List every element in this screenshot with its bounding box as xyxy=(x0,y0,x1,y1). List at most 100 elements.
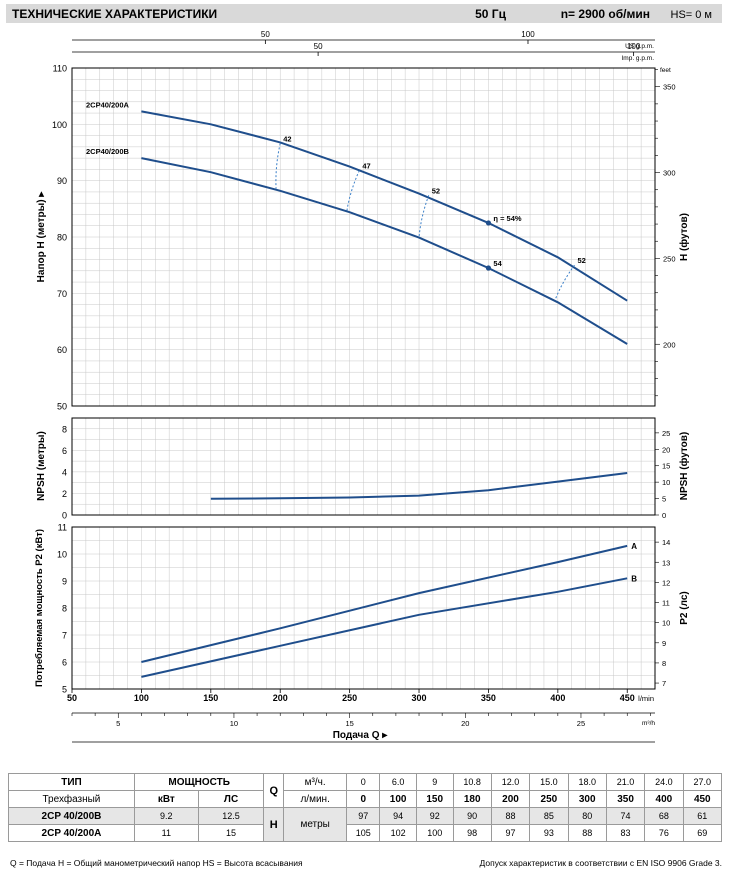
y-tick-label: 2 xyxy=(62,489,67,499)
y-tick-label: 8 xyxy=(62,424,67,434)
q-lmin-cell: 180 xyxy=(452,790,492,808)
hp-header: ЛС xyxy=(197,790,265,808)
power-curve-A xyxy=(141,544,628,663)
head-cell: 90 xyxy=(452,807,492,825)
q-m3h-cell: 0 xyxy=(346,773,381,791)
m3h-tick-label: 15 xyxy=(345,719,353,728)
head-cell: 76 xyxy=(644,824,684,842)
right-tick-label: 8 xyxy=(662,659,666,668)
q-lmin-cell: 400 xyxy=(644,790,684,808)
right-tick-label: 9 xyxy=(662,639,666,648)
m3h-tick-label: 10 xyxy=(230,719,238,728)
col-type-header: ТИП xyxy=(8,773,135,791)
right-axis-unit: feet xyxy=(660,67,671,74)
best-efficiency-point xyxy=(485,220,492,226)
head-cell: 102 xyxy=(379,824,417,842)
y-tick-label: 6 xyxy=(62,658,67,668)
row-kw: 9.2 xyxy=(133,807,199,825)
y-tick-label: 8 xyxy=(62,604,67,614)
q-lmin-cell: 100 xyxy=(379,790,417,808)
npsh-feet-axis-label: NPSH (футов) xyxy=(678,432,690,501)
x-tick-label: 450 xyxy=(620,693,635,703)
right-tick-label: 300 xyxy=(663,169,676,178)
q-unit-lmin: л/мин. xyxy=(283,790,348,808)
y-tick-label: 50 xyxy=(57,402,67,412)
y-tick-label: 5 xyxy=(62,685,67,695)
row-hp: 12.5 xyxy=(197,807,265,825)
header-bar xyxy=(6,4,722,23)
footer-legend: Q = Подача H = Общий манометрический нап… xyxy=(10,858,303,868)
npsh-curve xyxy=(210,472,628,500)
q-m3h-cell: 18.0 xyxy=(567,773,607,791)
right-tick-label: 12 xyxy=(662,578,670,587)
head-cell: 97 xyxy=(490,824,531,842)
head-cell: 97 xyxy=(346,807,381,825)
x-axis-title: Подача Q ▸ xyxy=(333,730,389,741)
right-tick-label: 13 xyxy=(662,558,670,567)
top-tick-label: 50 xyxy=(314,42,323,51)
y-tick-label: 90 xyxy=(57,176,67,186)
top-tick-label: 50 xyxy=(261,30,270,39)
head-cell: 69 xyxy=(682,824,723,842)
power-panel: 5 6 7 8 9 10 11 7 8 9 10 11 12 13 14 A B Потребляемая мощ… xyxy=(34,523,690,695)
row-type: 2CP 40/200A xyxy=(8,824,135,842)
m3h-tick-label: 5 xyxy=(116,719,120,728)
q-unit-m3h: м³/ч. xyxy=(283,773,348,791)
best-efficiency-point xyxy=(485,265,492,271)
q-m3h-cell: 9 xyxy=(415,773,454,791)
head-curve-A xyxy=(141,110,628,302)
q-lmin-cell: 300 xyxy=(567,790,607,808)
npsh-axis-label: NPSH (метры) xyxy=(36,431,47,501)
q-m3h-cell: 10.8 xyxy=(452,773,492,791)
q-lmin-cell: 0 xyxy=(346,790,381,808)
efficiency-label: 47 xyxy=(362,162,370,171)
y-tick-label: 11 xyxy=(58,523,67,533)
x-tick-label: 100 xyxy=(134,693,149,703)
spec-table: ТИП МОЩНОСТЬ Q м³/ч. 0 6.0 9 10.8 12.0 1… xyxy=(8,773,723,842)
efficiency-label: 42 xyxy=(283,134,291,143)
q-m3h-cell: 21.0 xyxy=(605,773,646,791)
m3h-tick-label: 25 xyxy=(577,719,585,728)
head-curve-label: 2CP40/200B xyxy=(86,147,130,156)
y-tick-label: 0 xyxy=(62,511,67,521)
head-cell: 83 xyxy=(605,824,646,842)
right-tick-label: 0 xyxy=(662,511,666,520)
x-tick-label: 200 xyxy=(273,693,288,703)
head-cell: 74 xyxy=(605,807,646,825)
head-cell: 92 xyxy=(415,807,454,825)
y-tick-label: 4 xyxy=(62,467,67,477)
right-tick-label: 200 xyxy=(663,340,676,349)
header-rpm: n= 2900 об/мин xyxy=(561,7,650,21)
head-cell: 105 xyxy=(346,824,381,842)
q-lmin-cell: 350 xyxy=(605,790,646,808)
npsh-panel: 0 2 4 6 8 0 5 10 15 20 25 NPSH (метры) NPSH (футов) xyxy=(36,417,690,521)
head-cell: 85 xyxy=(529,807,569,825)
right-tick-label: 7 xyxy=(662,679,666,688)
h-unit: метры xyxy=(283,807,348,842)
q-m3h-cell: 6.0 xyxy=(379,773,417,791)
right-tick-label: 25 xyxy=(662,429,670,438)
top-tick-label: 100 xyxy=(521,30,535,39)
header-frequency: 50 Гц xyxy=(475,7,506,21)
efficiency-iso-line xyxy=(346,170,360,212)
x-tick-label: 50 xyxy=(67,693,77,703)
x-tick-label: 300 xyxy=(412,693,427,703)
head-cell: 61 xyxy=(682,807,723,825)
phase-label: Трехфазный xyxy=(8,790,135,808)
y-tick-label: 7 xyxy=(62,631,67,641)
header-suction-height: HS= 0 м xyxy=(671,9,713,21)
head-cell: 93 xyxy=(529,824,569,842)
y-tick-label: 100 xyxy=(52,120,67,130)
efficiency-label: 52 xyxy=(432,186,440,195)
col-power-header: МОЩНОСТЬ xyxy=(133,773,265,791)
right-tick-label: 10 xyxy=(662,478,670,487)
y-tick-label: 10 xyxy=(57,550,67,560)
y-tick-label: 60 xyxy=(57,345,67,355)
header-title: ТЕХНИЧЕСКИЕ ХАРАКТЕРИСТИКИ xyxy=(12,7,217,21)
efficiency-iso-line xyxy=(418,195,430,238)
bottom-flow-axes: 50 100 150 200 250 300 350 400 450 l/min 5 10 15 20 25… xyxy=(67,693,655,743)
q-m3h-cell: 24.0 xyxy=(644,773,684,791)
right-tick-label: 250 xyxy=(663,254,676,263)
head-cell: 100 xyxy=(415,824,454,842)
q-symbol: Q xyxy=(263,773,285,808)
